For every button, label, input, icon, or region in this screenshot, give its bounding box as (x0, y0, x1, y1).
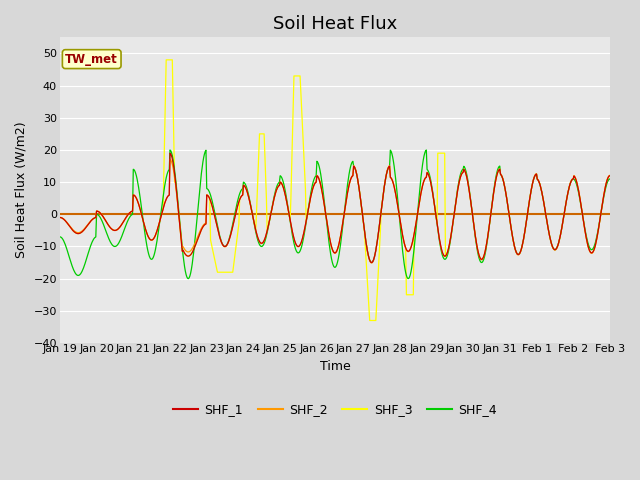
SHF_4 (122, 221, 130, 227)
SHF_4 (56, 234, 63, 240)
SHF_2 (122, 214, 130, 220)
SHF_3 (419, 180, 427, 186)
Title: Soil Heat Flux: Soil Heat Flux (273, 15, 397, 33)
SHF_1 (208, 203, 216, 209)
SHF_3 (208, 244, 216, 250)
SHF_1 (179, 247, 187, 253)
SHF_1 (66, 224, 74, 229)
SHF_4 (184, 276, 192, 281)
SHF_4 (166, 147, 174, 153)
Line: SHF_3: SHF_3 (60, 60, 610, 321)
SHF_2 (367, 260, 375, 266)
Line: SHF_1: SHF_1 (60, 153, 610, 263)
SHF_4 (66, 256, 74, 262)
Line: SHF_4: SHF_4 (60, 150, 610, 278)
SHF_4 (209, 201, 217, 207)
SHF_1 (56, 215, 63, 220)
SHF_3 (606, 173, 614, 179)
Y-axis label: Soil Heat Flux (W/m2): Soil Heat Flux (W/m2) (15, 122, 28, 259)
SHF_4 (179, 252, 187, 258)
SHF_3 (366, 318, 374, 324)
SHF_2 (66, 223, 74, 229)
SHF_4 (606, 176, 614, 182)
X-axis label: Time: Time (319, 360, 350, 373)
SHF_2 (56, 215, 63, 220)
SHF_3 (66, 224, 74, 229)
SHF_1 (419, 180, 427, 186)
Line: SHF_2: SHF_2 (60, 159, 610, 263)
SHF_3 (403, 292, 411, 298)
SHF_2 (403, 248, 411, 254)
SHF_2 (208, 203, 216, 209)
SHF_3 (163, 57, 170, 63)
SHF_1 (367, 260, 375, 265)
SHF_1 (606, 173, 614, 179)
SHF_2 (166, 156, 174, 162)
SHF_2 (179, 244, 187, 250)
SHF_2 (606, 172, 614, 178)
SHF_4 (403, 275, 411, 280)
SHF_1 (403, 248, 411, 253)
SHF_1 (166, 150, 174, 156)
SHF_4 (419, 157, 427, 163)
SHF_3 (122, 214, 130, 220)
Legend: SHF_1, SHF_2, SHF_3, SHF_4: SHF_1, SHF_2, SHF_3, SHF_4 (168, 398, 502, 421)
SHF_3 (56, 215, 63, 220)
SHF_3 (179, 247, 187, 253)
SHF_1 (122, 214, 130, 220)
SHF_2 (419, 180, 427, 186)
Text: TW_met: TW_met (65, 53, 118, 66)
